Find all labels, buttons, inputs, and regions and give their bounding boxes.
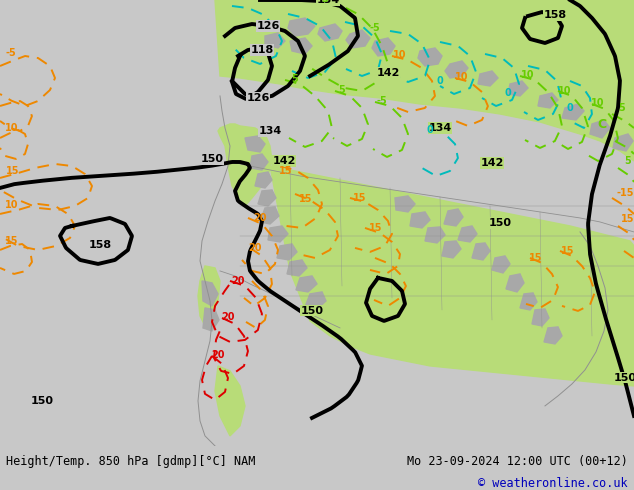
Text: 142: 142 xyxy=(481,158,503,168)
Text: 134: 134 xyxy=(316,0,340,5)
Polygon shape xyxy=(562,104,584,120)
Polygon shape xyxy=(418,48,442,66)
Text: 15: 15 xyxy=(299,194,313,204)
Polygon shape xyxy=(492,256,510,273)
Polygon shape xyxy=(258,190,276,206)
Text: 15: 15 xyxy=(529,253,543,263)
Polygon shape xyxy=(203,308,219,331)
Polygon shape xyxy=(445,61,468,78)
Polygon shape xyxy=(613,134,633,151)
Polygon shape xyxy=(202,281,218,306)
Text: C: C xyxy=(597,118,607,131)
Text: -5: -5 xyxy=(5,48,16,58)
Text: 0: 0 xyxy=(567,103,573,113)
Polygon shape xyxy=(346,30,370,48)
Text: 10: 10 xyxy=(393,50,407,60)
Text: 150: 150 xyxy=(30,396,53,406)
Polygon shape xyxy=(260,207,279,224)
Text: 150: 150 xyxy=(301,306,323,316)
Text: 0: 0 xyxy=(427,125,434,135)
Polygon shape xyxy=(442,241,461,258)
Text: 5: 5 xyxy=(619,103,625,113)
Text: 0: 0 xyxy=(505,88,512,98)
Text: 5: 5 xyxy=(321,0,328,4)
Polygon shape xyxy=(305,292,326,309)
Text: 10: 10 xyxy=(5,123,18,133)
Text: 20: 20 xyxy=(231,276,245,286)
Text: 10: 10 xyxy=(592,98,605,108)
Polygon shape xyxy=(520,293,537,310)
Text: Height/Temp. 850 hPa [gdmp][°C] NAM: Height/Temp. 850 hPa [gdmp][°C] NAM xyxy=(6,455,256,468)
Text: 118: 118 xyxy=(250,45,274,55)
Polygon shape xyxy=(215,0,634,161)
Text: 142: 142 xyxy=(273,156,295,166)
Text: 150: 150 xyxy=(614,373,634,383)
Polygon shape xyxy=(508,81,528,96)
Text: 10: 10 xyxy=(455,72,469,82)
Text: 15: 15 xyxy=(279,166,293,176)
Text: -15: -15 xyxy=(616,188,634,198)
Polygon shape xyxy=(220,0,634,126)
Text: 20: 20 xyxy=(253,213,267,223)
Polygon shape xyxy=(458,226,477,242)
Polygon shape xyxy=(538,93,558,108)
Text: 15: 15 xyxy=(561,246,575,256)
Polygon shape xyxy=(544,327,562,344)
Text: 15: 15 xyxy=(6,166,20,176)
Polygon shape xyxy=(265,33,285,48)
Text: 5: 5 xyxy=(292,74,299,84)
Text: 20: 20 xyxy=(249,243,262,253)
Text: 5: 5 xyxy=(339,85,346,95)
Text: 142: 142 xyxy=(377,68,399,78)
Text: 0: 0 xyxy=(437,76,443,86)
Text: 158: 158 xyxy=(543,10,567,20)
Polygon shape xyxy=(250,154,268,170)
Polygon shape xyxy=(277,244,297,260)
Polygon shape xyxy=(444,209,463,226)
Text: 158: 158 xyxy=(88,240,112,250)
Text: 20: 20 xyxy=(221,312,235,322)
Text: 10: 10 xyxy=(559,86,572,96)
Polygon shape xyxy=(218,124,272,206)
Polygon shape xyxy=(472,243,490,260)
Text: 15: 15 xyxy=(5,236,18,246)
Text: 15: 15 xyxy=(369,223,383,233)
Text: 10: 10 xyxy=(5,200,18,210)
Text: 15: 15 xyxy=(621,214,634,224)
Polygon shape xyxy=(506,274,524,292)
Polygon shape xyxy=(425,227,445,243)
Polygon shape xyxy=(410,212,430,228)
Text: 134: 134 xyxy=(429,123,451,133)
Polygon shape xyxy=(372,38,395,56)
Text: © weatheronline.co.uk: © weatheronline.co.uk xyxy=(478,477,628,490)
Polygon shape xyxy=(478,71,498,86)
Text: -5: -5 xyxy=(370,23,380,33)
Polygon shape xyxy=(395,196,415,212)
Polygon shape xyxy=(245,136,265,152)
Polygon shape xyxy=(296,276,317,292)
Text: 126: 126 xyxy=(247,93,269,103)
Text: -5: -5 xyxy=(377,96,387,106)
Polygon shape xyxy=(590,120,610,138)
Text: 5: 5 xyxy=(624,156,631,166)
Polygon shape xyxy=(290,38,312,54)
Text: 126: 126 xyxy=(256,21,280,31)
Polygon shape xyxy=(532,309,549,326)
Polygon shape xyxy=(288,18,315,36)
Polygon shape xyxy=(215,366,245,436)
Text: Mo 23-09-2024 12:00 UTC (00+12): Mo 23-09-2024 12:00 UTC (00+12) xyxy=(407,455,628,468)
Text: 15: 15 xyxy=(353,193,366,203)
Text: 10: 10 xyxy=(521,70,534,80)
Polygon shape xyxy=(318,24,342,41)
Text: 134: 134 xyxy=(259,126,281,136)
Text: 20: 20 xyxy=(211,350,224,360)
Polygon shape xyxy=(255,172,272,188)
Polygon shape xyxy=(287,260,307,276)
Text: 150: 150 xyxy=(489,218,512,228)
Text: 150: 150 xyxy=(200,154,224,164)
Polygon shape xyxy=(198,266,220,326)
Polygon shape xyxy=(268,226,288,242)
Polygon shape xyxy=(270,166,634,386)
